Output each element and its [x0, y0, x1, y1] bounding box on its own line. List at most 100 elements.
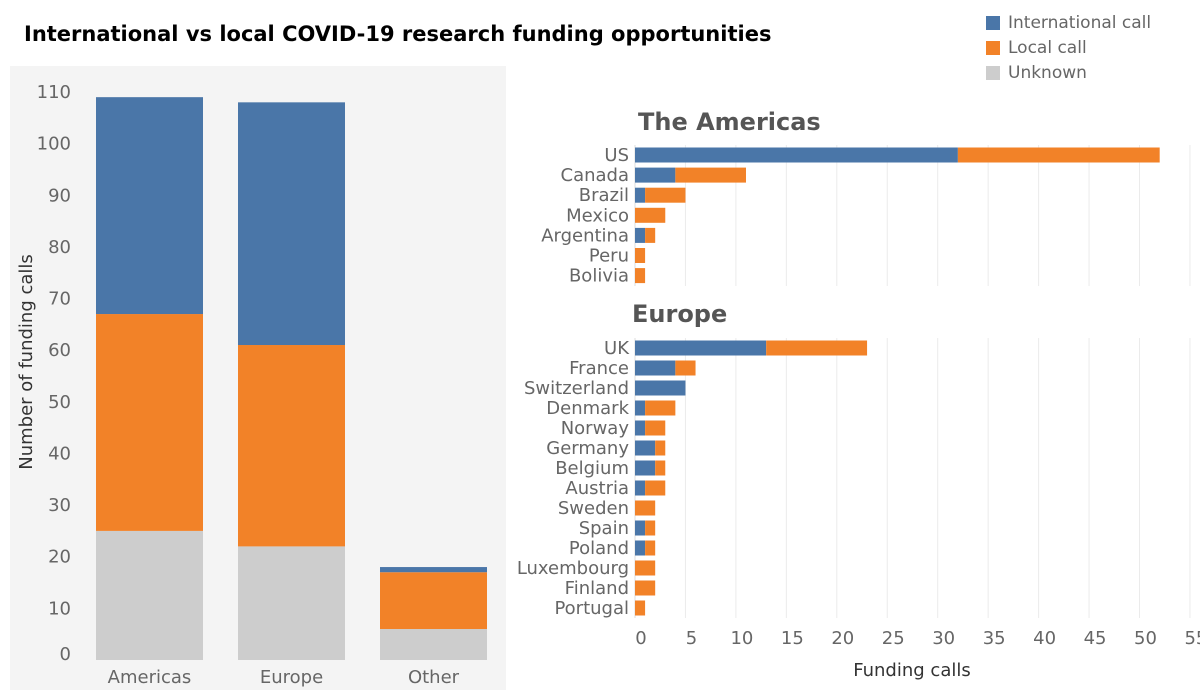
x-category-label: Europe: [260, 667, 323, 688]
row-label-sweden: Sweden: [558, 498, 629, 519]
x-category-label: Other: [408, 667, 460, 688]
bar-spain-local: [645, 520, 656, 536]
row-label-france: France: [569, 358, 629, 379]
row-label-us: US: [604, 145, 629, 166]
legend-label-unknown: Unknown: [1008, 62, 1087, 83]
x-tick-label: 45: [1084, 628, 1107, 649]
y-axis-title: Number of funding calls: [16, 254, 37, 470]
bar-argentina-international: [635, 227, 646, 243]
europe-bar-chart: EuropeUKFranceSwitzerlandDenmarkNorwayGe…: [517, 300, 1200, 681]
y-tick-label: 60: [48, 340, 71, 361]
row-label-austria: Austria: [565, 478, 629, 499]
x-tick-label: 10: [730, 628, 753, 649]
bar-luxembourg-local: [635, 560, 656, 576]
legend-swatch-unknown: [986, 65, 1000, 80]
legend: International call Local call Unknown: [986, 10, 1151, 85]
row-label-norway: Norway: [561, 418, 630, 439]
bar-canada-international: [635, 167, 676, 183]
row-label-mexico: Mexico: [566, 205, 629, 226]
x-tick-label: 30: [932, 628, 955, 649]
y-tick-label: 70: [48, 289, 71, 310]
x-tick-label: 40: [1033, 628, 1056, 649]
row-label-germany: Germany: [546, 438, 629, 459]
row-label-denmark: Denmark: [546, 398, 629, 419]
legend-item-local[interactable]: Local call: [986, 35, 1151, 60]
row-label-finland: Finland: [565, 578, 629, 599]
legend-swatch-international: [986, 15, 1000, 30]
legend-item-unknown[interactable]: Unknown: [986, 60, 1151, 85]
bar-belgium-local: [655, 460, 666, 476]
y-tick-label: 0: [60, 644, 71, 665]
x-tick-label: 25: [882, 628, 905, 649]
x-tick-label: 20: [831, 628, 854, 649]
legend-label-local: Local call: [1008, 37, 1087, 58]
bar-other-international: [380, 567, 487, 573]
bar-europe-unknown: [238, 546, 345, 660]
bar-peru-local: [635, 248, 646, 263]
y-tick-label: 20: [48, 547, 71, 568]
x-tick-label: 0: [635, 628, 646, 649]
bar-us-local: [957, 147, 1160, 163]
bar-france-local: [675, 360, 696, 376]
bar-europe-international: [238, 102, 345, 346]
bar-europe-local: [238, 345, 345, 547]
x-tick-label: 35: [983, 628, 1006, 649]
y-tick-label: 30: [48, 495, 71, 516]
row-label-spain: Spain: [579, 518, 629, 539]
x-category-label: Americas: [108, 667, 192, 688]
bar-argentina-local: [645, 227, 656, 243]
plot-area: [635, 338, 1190, 618]
bar-norway-international: [635, 420, 646, 436]
chart-title: International vs local COVID-19 research…: [24, 22, 772, 46]
row-label-peru: Peru: [589, 246, 629, 267]
row-label-belgium: Belgium: [555, 458, 629, 479]
bar-other-unknown: [380, 629, 487, 660]
y-tick-label: 110: [37, 82, 71, 103]
legend-item-international[interactable]: International call: [986, 10, 1151, 35]
panel-title: The Americas: [638, 108, 821, 136]
x-tick-label: 15: [781, 628, 804, 649]
x-tick-label: 55: [1184, 628, 1200, 649]
bar-poland-international: [635, 540, 646, 556]
bar-brazil-local: [645, 187, 686, 203]
bar-uk-international: [635, 340, 767, 356]
bar-us-international: [635, 147, 958, 163]
plot-area: [635, 145, 1190, 286]
legend-label-international: International call: [1008, 12, 1152, 33]
bar-canada-local: [675, 167, 746, 183]
y-tick-label: 40: [48, 443, 71, 464]
bar-americas-local: [96, 314, 203, 531]
bar-spain-international: [635, 520, 646, 536]
bar-mexico-local: [635, 207, 666, 223]
row-label-luxembourg: Luxembourg: [517, 558, 629, 579]
y-tick-label: 80: [48, 237, 71, 258]
y-tick-label: 50: [48, 392, 71, 413]
bar-belgium-international: [635, 460, 656, 476]
y-tick-label: 90: [48, 185, 71, 206]
bar-france-international: [635, 360, 676, 376]
bar-portugal-local: [635, 600, 646, 616]
y-tick-label: 100: [37, 134, 71, 155]
left-stacked-bar-chart: 0 10 20 30 40 50 60 70 80 90 100 110 Americas Europe O…: [16, 82, 487, 688]
bar-austria-international: [635, 480, 646, 496]
bar-uk-local: [766, 340, 868, 356]
row-label-uk: UK: [604, 338, 630, 359]
bar-brazil-international: [635, 187, 646, 203]
panel-title: Europe: [632, 300, 727, 328]
bar-germany-local: [655, 440, 666, 456]
bar-bolivia-local: [635, 268, 646, 284]
americas-bar-chart: The Americas USCanadaBrazilMexicoArgentin…: [541, 108, 1191, 287]
row-label-argentina: Argentina: [541, 225, 629, 246]
bar-americas-unknown: [96, 530, 203, 660]
row-label-canada: Canada: [561, 165, 630, 186]
bar-denmark-international: [635, 400, 646, 416]
bar-other-local: [380, 572, 487, 630]
bar-denmark-local: [645, 400, 676, 416]
row-label-switzerland: Switzerland: [524, 378, 629, 399]
legend-swatch-local: [986, 40, 1000, 55]
bar-switzerland-international: [635, 380, 686, 396]
bar-germany-international: [635, 440, 656, 456]
bar-austria-local: [645, 480, 666, 496]
y-tick-label: 10: [48, 598, 71, 619]
